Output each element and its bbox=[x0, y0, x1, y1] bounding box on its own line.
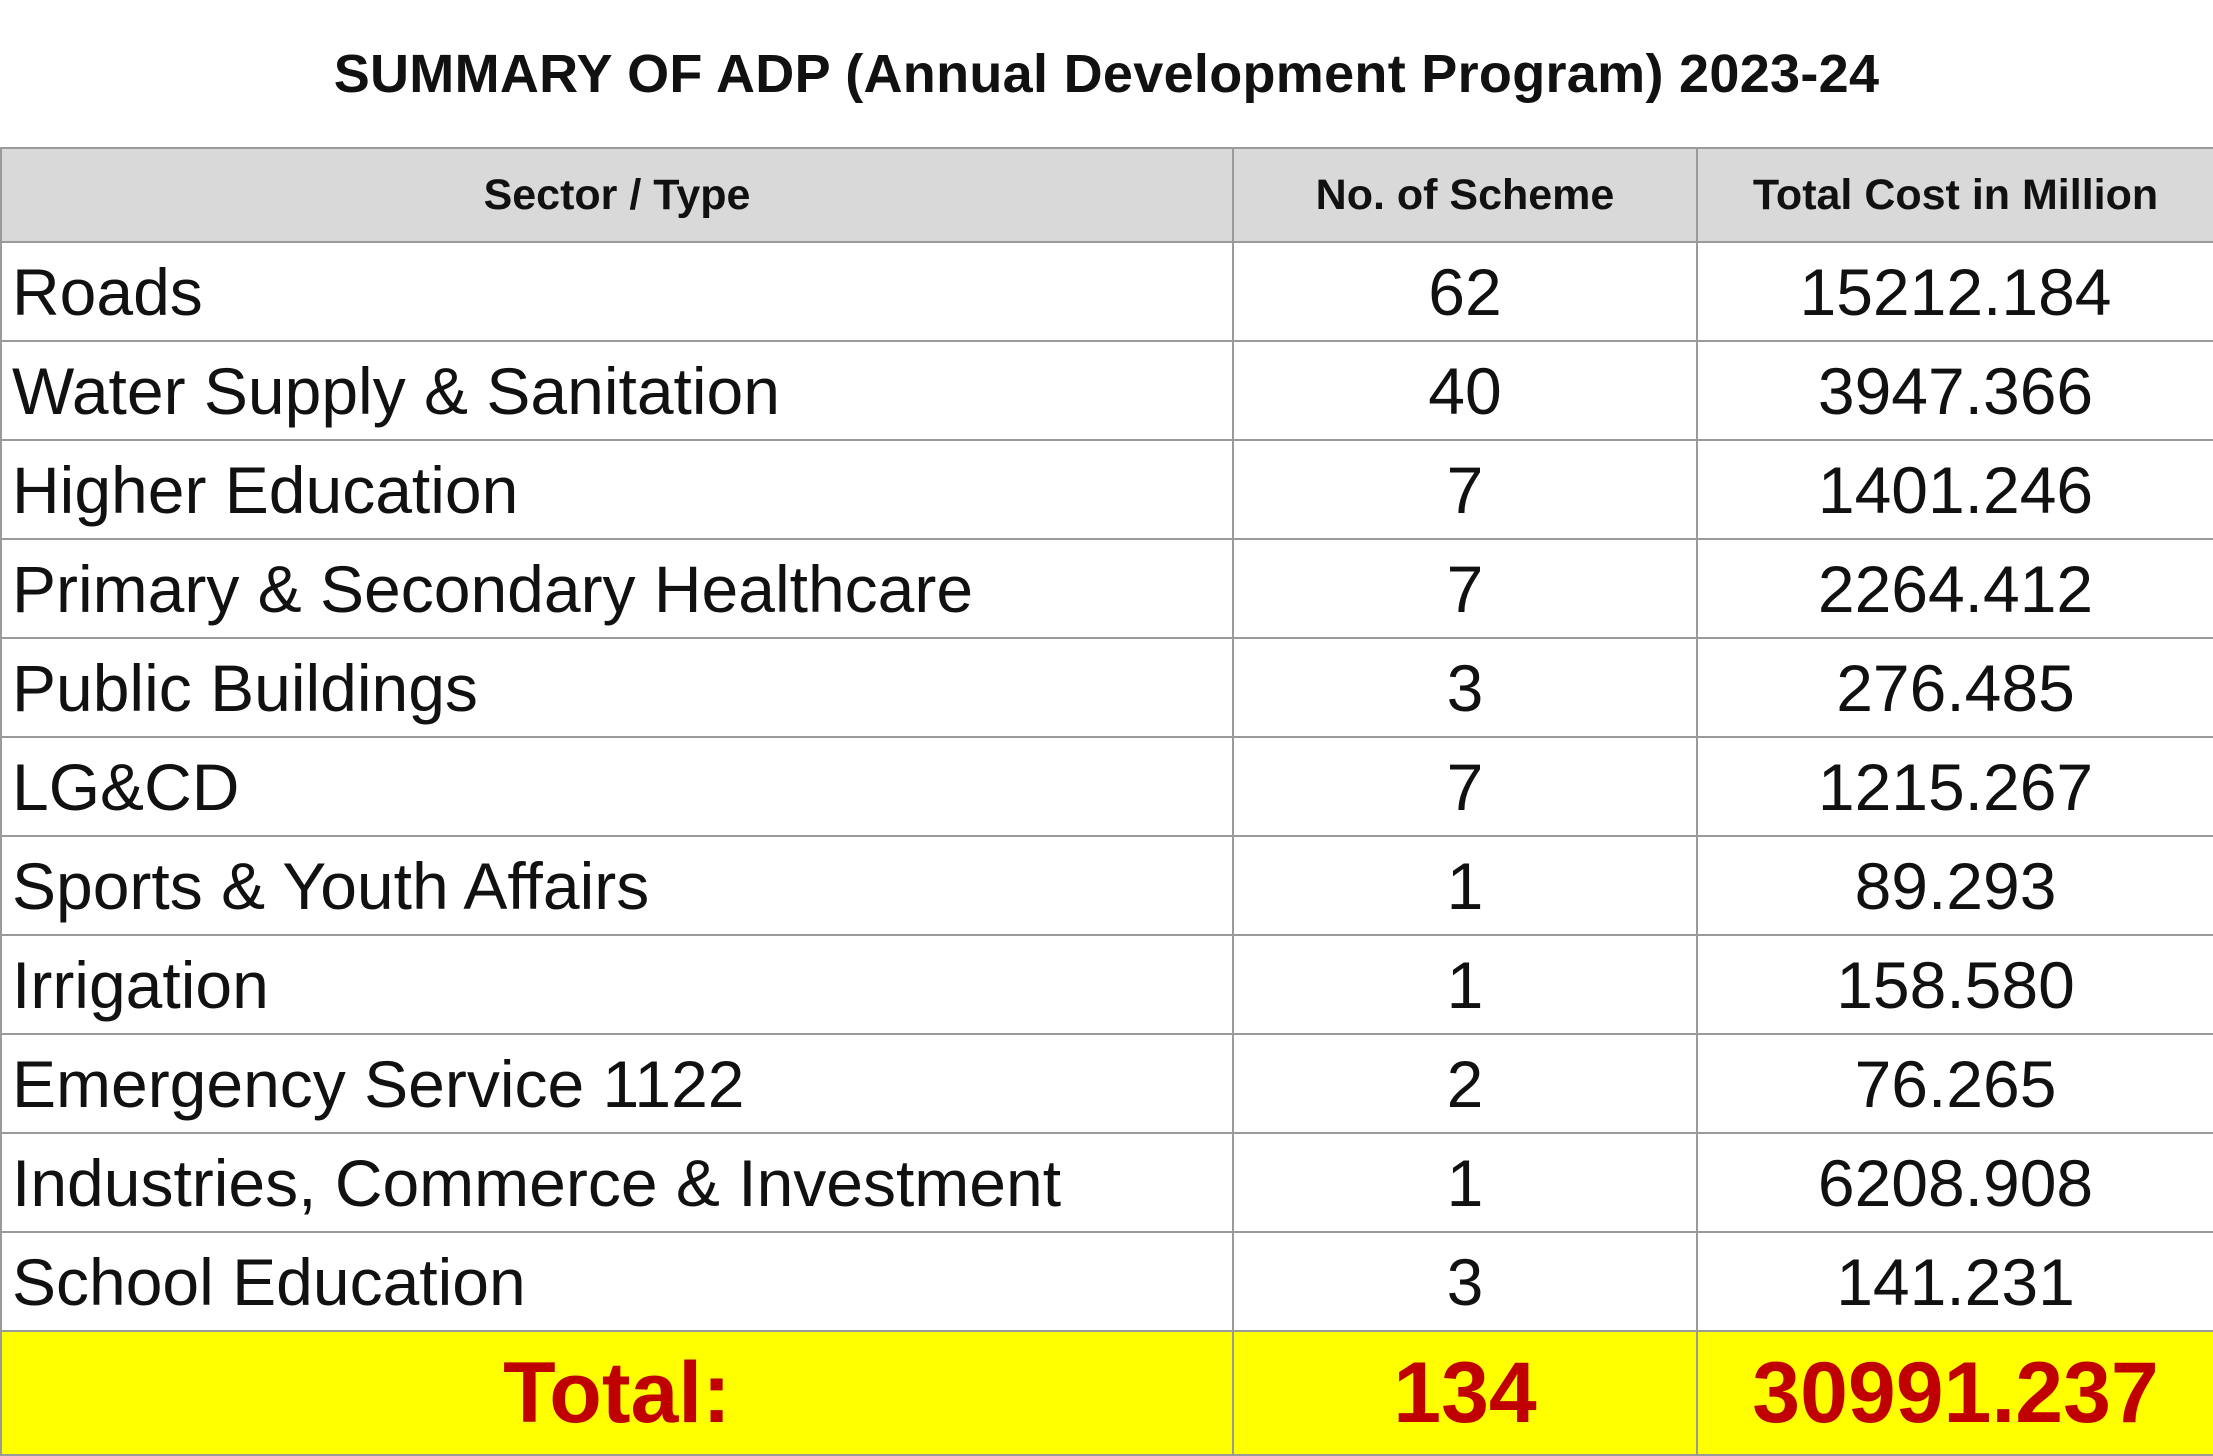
table-row: Emergency Service 1122 2 76.265 bbox=[0, 1033, 2213, 1134]
table-row: Sports & Youth Affairs 1 89.293 bbox=[0, 835, 2213, 936]
total-schemes: 134 bbox=[1232, 1330, 1698, 1456]
schemes-cell: 3 bbox=[1232, 637, 1698, 738]
schemes-cell: 62 bbox=[1232, 241, 1698, 342]
schemes-cell: 2 bbox=[1232, 1033, 1698, 1134]
table-body: Roads 62 15212.184 Water Supply & Sanita… bbox=[0, 241, 2213, 1332]
schemes-cell: 1 bbox=[1232, 1132, 1698, 1233]
sector-cell: Sports & Youth Affairs bbox=[0, 835, 1234, 936]
cost-cell: 6208.908 bbox=[1696, 1132, 2213, 1233]
cost-cell: 76.265 bbox=[1696, 1033, 2213, 1134]
cost-cell: 276.485 bbox=[1696, 637, 2213, 738]
table-row: Public Buildings 3 276.485 bbox=[0, 637, 2213, 738]
sector-cell: Industries, Commerce & Investment bbox=[0, 1132, 1234, 1233]
table-row: Primary & Secondary Healthcare 7 2264.41… bbox=[0, 538, 2213, 639]
schemes-cell: 7 bbox=[1232, 538, 1698, 639]
sector-cell: School Education bbox=[0, 1231, 1234, 1332]
header-cost: Total Cost in Million bbox=[1696, 147, 2213, 243]
schemes-cell: 7 bbox=[1232, 736, 1698, 837]
total-row: Total: 134 30991.237 bbox=[0, 1330, 2213, 1456]
table-row: Roads 62 15212.184 bbox=[0, 241, 2213, 342]
cost-cell: 2264.412 bbox=[1696, 538, 2213, 639]
header-schemes: No. of Scheme bbox=[1232, 147, 1698, 243]
total-label: Total: bbox=[0, 1330, 1234, 1456]
sector-cell: Primary & Secondary Healthcare bbox=[0, 538, 1234, 639]
sector-cell: Roads bbox=[0, 241, 1234, 342]
schemes-cell: 1 bbox=[1232, 934, 1698, 1035]
sector-cell: LG&CD bbox=[0, 736, 1234, 837]
page-title: SUMMARY OF ADP (Annual Development Progr… bbox=[333, 43, 1880, 104]
schemes-cell: 1 bbox=[1232, 835, 1698, 936]
table-row: LG&CD 7 1215.267 bbox=[0, 736, 2213, 837]
adp-summary-table: Sector / Type No. of Scheme Total Cost i… bbox=[0, 147, 2213, 1456]
sector-cell: Emergency Service 1122 bbox=[0, 1033, 1234, 1134]
table-row: Water Supply & Sanitation 40 3947.366 bbox=[0, 340, 2213, 441]
cost-cell: 1215.267 bbox=[1696, 736, 2213, 837]
header-sector: Sector / Type bbox=[0, 147, 1234, 243]
header-row: Sector / Type No. of Scheme Total Cost i… bbox=[0, 147, 2213, 243]
table-row: Higher Education 7 1401.246 bbox=[0, 439, 2213, 540]
schemes-cell: 7 bbox=[1232, 439, 1698, 540]
sector-cell: Higher Education bbox=[0, 439, 1234, 540]
cost-cell: 89.293 bbox=[1696, 835, 2213, 936]
sector-cell: Irrigation bbox=[0, 934, 1234, 1035]
table-row: Irrigation 1 158.580 bbox=[0, 934, 2213, 1035]
total-cost: 30991.237 bbox=[1696, 1330, 2213, 1456]
table-row: School Education 3 141.231 bbox=[0, 1231, 2213, 1332]
sector-cell: Water Supply & Sanitation bbox=[0, 340, 1234, 441]
sector-cell: Public Buildings bbox=[0, 637, 1234, 738]
cost-cell: 158.580 bbox=[1696, 934, 2213, 1035]
cost-cell: 141.231 bbox=[1696, 1231, 2213, 1332]
cost-cell: 3947.366 bbox=[1696, 340, 2213, 441]
cost-cell: 1401.246 bbox=[1696, 439, 2213, 540]
schemes-cell: 40 bbox=[1232, 340, 1698, 441]
table-row: Industries, Commerce & Investment 1 6208… bbox=[0, 1132, 2213, 1233]
cost-cell: 15212.184 bbox=[1696, 241, 2213, 342]
schemes-cell: 3 bbox=[1232, 1231, 1698, 1332]
